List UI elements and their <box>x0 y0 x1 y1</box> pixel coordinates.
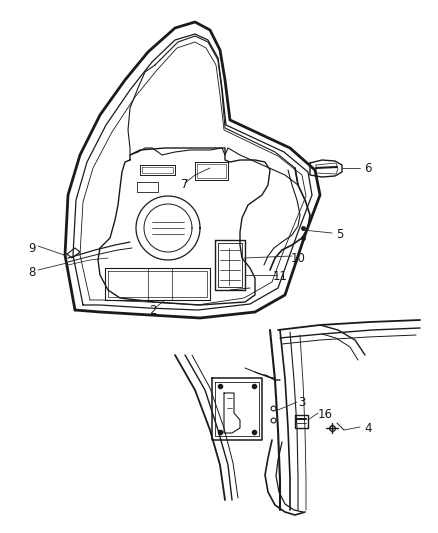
Text: 5: 5 <box>336 229 344 241</box>
Text: 10: 10 <box>290 252 305 264</box>
Text: 11: 11 <box>272 271 287 284</box>
Text: 9: 9 <box>28 241 36 254</box>
Text: 4: 4 <box>364 422 372 434</box>
Text: 2: 2 <box>149 303 157 317</box>
Text: 7: 7 <box>181 179 189 191</box>
Text: 3: 3 <box>298 395 306 408</box>
Text: 8: 8 <box>28 265 35 279</box>
Text: 16: 16 <box>318 408 332 422</box>
Text: 6: 6 <box>364 161 372 174</box>
